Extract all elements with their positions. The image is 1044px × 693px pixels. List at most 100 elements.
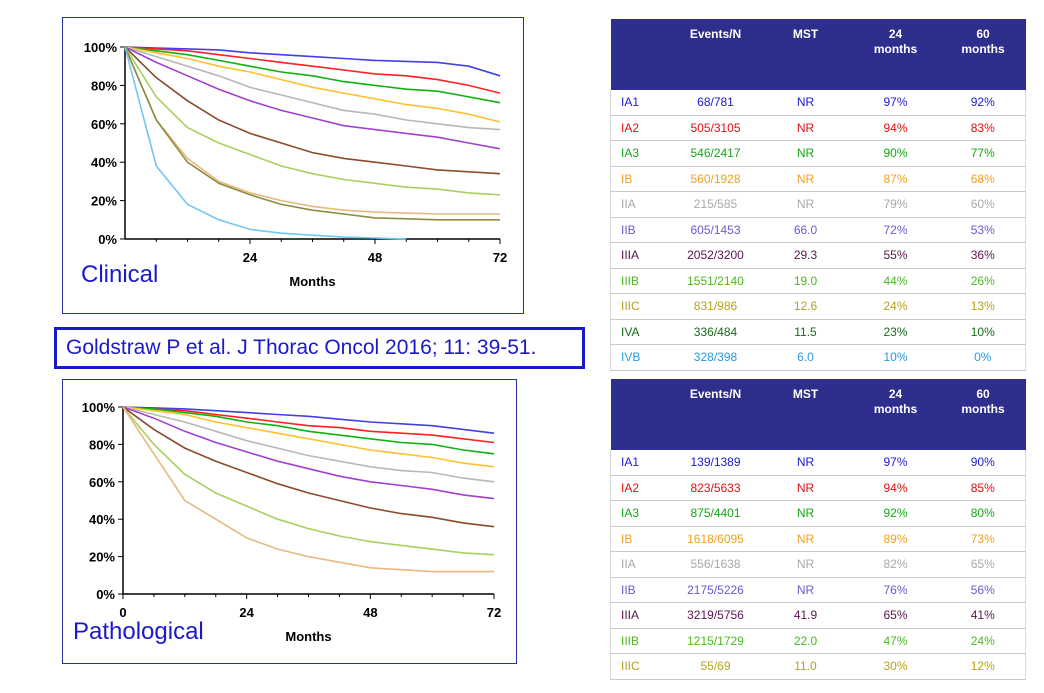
stage-cell: IB [610, 526, 671, 552]
mst-cell: NR [760, 191, 851, 218]
header-events: Events/N [670, 19, 761, 90]
survival-24-cell: 47% [850, 628, 941, 654]
survival-60-cell: 73% [940, 526, 1026, 552]
x-tick-label: 24 [239, 605, 254, 620]
y-tick-label: 40% [91, 155, 117, 170]
stage-cell: IIIA [610, 602, 671, 629]
survival-curve-ib [122, 406, 495, 468]
table-header-row: Events/N MST 24 months 60 months [610, 19, 1026, 90]
mst-cell: NR [760, 526, 851, 552]
table-row: IIA 215/585 NR 79% 60% [610, 191, 1026, 218]
survival-curve-ia2 [122, 406, 495, 444]
survival-24-cell: 30% [850, 653, 941, 680]
x-tick-label: 72 [493, 250, 507, 265]
table-row: IIA 556/1638 NR 82% 65% [610, 551, 1026, 578]
stage-cell: IA1 [610, 90, 671, 116]
survival-curve-iiia [124, 46, 501, 175]
survival-24-cell: 55% [850, 242, 941, 269]
survival-24-cell: 94% [850, 115, 941, 141]
mst-cell: NR [760, 166, 851, 192]
table-row: IIB 605/1453 66.0 72% 53% [610, 217, 1026, 243]
survival-24-cell: 10% [850, 344, 941, 371]
header-24-months: 24 months [850, 19, 941, 90]
events-cell: 875/4401 [670, 500, 761, 527]
survival-60-cell: 41% [940, 602, 1026, 629]
mst-cell: 29.3 [760, 242, 851, 269]
y-tick-label: 100% [84, 40, 118, 55]
survival-curve-ia1 [122, 406, 495, 434]
mst-cell: NR [760, 90, 851, 116]
mst-cell: 66.0 [760, 217, 851, 243]
survival-24-cell: 65% [850, 602, 941, 629]
stage-cell: IIIA [610, 242, 671, 269]
events-cell: 2052/3200 [670, 242, 761, 269]
events-cell: 336/484 [670, 319, 761, 345]
survival-60-cell: 80% [940, 500, 1026, 527]
mst-cell: NR [760, 551, 851, 578]
survival-24-cell: 87% [850, 166, 941, 192]
survival-curve-iva [124, 46, 500, 221]
y-tick-label: 20% [91, 194, 117, 209]
table-header-row: Events/N MST 24 months 60 months [610, 379, 1026, 450]
header-60-months: 60 months [940, 19, 1026, 90]
survival-60-cell: 85% [940, 475, 1026, 501]
header-mst: MST [760, 379, 851, 450]
survival-24-cell: 79% [850, 191, 941, 218]
events-cell: 831/986 [670, 293, 761, 320]
table-row: IIIC 55/69 11.0 30% 12% [610, 653, 1026, 680]
stage-cell: IIIC [610, 653, 671, 680]
survival-curve-iib [122, 406, 495, 500]
survival-60-cell: 10% [940, 319, 1026, 345]
survival-60-cell: 36% [940, 242, 1026, 269]
survival-60-cell: 24% [940, 628, 1026, 654]
pathological-stage-table: Events/N MST 24 months 60 months IA1 139/13… [610, 379, 1026, 680]
x-tick-label: 48 [368, 250, 382, 265]
stage-cell: IIIB [610, 268, 671, 294]
survival-curve-iib [124, 46, 501, 150]
survival-curve-iia [124, 46, 501, 131]
survival-60-cell: 90% [940, 450, 1026, 476]
events-cell: 546/2417 [670, 140, 761, 167]
pathological-survival-chart: 0% 20% 40% 60% 80% 100% 0 24 48 72 Months [82, 400, 501, 644]
events-cell: 1618/6095 [670, 526, 761, 552]
table-row: IVB 328/398 6.0 10% 0% [610, 344, 1026, 371]
survival-24-cell: 76% [850, 577, 941, 603]
header-stage [610, 379, 671, 450]
mst-cell: NR [760, 475, 851, 501]
clinical-survival-chart: 0% 20% 40% 60% 80% 100% 24 48 72 Months [84, 40, 507, 289]
survival-24-cell: 72% [850, 217, 941, 243]
survival-60-cell: 26% [940, 268, 1026, 294]
stage-cell: IA1 [610, 450, 671, 476]
mst-cell: 6.0 [760, 344, 851, 371]
events-cell: 139/1389 [670, 450, 761, 476]
mst-cell: NR [760, 577, 851, 603]
events-cell: 505/3105 [670, 115, 761, 141]
survival-60-cell: 60% [940, 191, 1026, 218]
y-tick-label: 0% [98, 232, 117, 247]
header-events: Events/N [670, 379, 761, 450]
stage-cell: IA2 [610, 115, 671, 141]
x-tick-label: 72 [487, 605, 501, 620]
stage-cell: IIB [610, 217, 671, 243]
events-cell: 328/398 [670, 344, 761, 371]
survival-24-cell: 92% [850, 500, 941, 527]
header-60-months: 60 months [940, 379, 1026, 450]
stage-cell: IIA [610, 551, 671, 578]
events-cell: 1551/2140 [670, 268, 761, 294]
events-cell: 68/781 [670, 90, 761, 116]
mst-cell: 11.0 [760, 653, 851, 680]
table-row: IA2 505/3105 NR 94% 83% [610, 115, 1026, 141]
survival-curve-iiia [122, 406, 495, 528]
y-tick-label: 0% [96, 587, 115, 602]
table-row: IVA 336/484 11.5 23% 10% [610, 319, 1026, 345]
survival-60-cell: 12% [940, 653, 1026, 680]
survival-curve-iiib [122, 406, 495, 556]
mst-cell: 19.0 [760, 268, 851, 294]
header-24-months: 24 months [850, 379, 941, 450]
y-tick-label: 80% [89, 437, 115, 452]
table-row: IA2 823/5633 NR 94% 85% [610, 475, 1026, 501]
events-cell: 55/69 [670, 653, 761, 680]
survival-60-cell: 77% [940, 140, 1026, 167]
table-row: IB 1618/6095 NR 89% 73% [610, 526, 1026, 552]
survival-24-cell: 24% [850, 293, 941, 320]
